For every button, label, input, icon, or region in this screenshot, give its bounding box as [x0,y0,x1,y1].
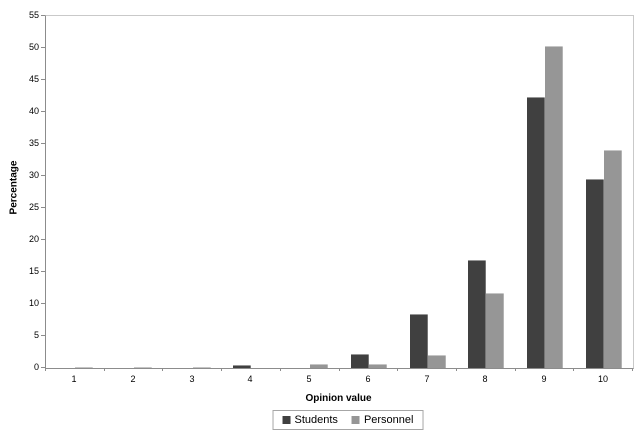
x-axis-title: Opinion value [305,393,372,404]
x-tick-mark [515,368,516,371]
x-tick-mark [632,368,633,371]
y-tick-label-30: 30 [28,170,39,180]
y-tick-mark [41,79,45,80]
y-tick-mark [41,335,45,336]
bar-students-6 [350,354,369,368]
category-group-5 [281,16,340,368]
x-tick-label-1: 1 [71,374,77,384]
x-tick-label-2: 2 [130,374,136,384]
bar-personnel-10 [603,150,622,368]
bar-personnel-9 [544,46,563,368]
bar-students-4 [233,365,252,368]
bar-personnel-2 [134,367,153,368]
y-tick-mark [41,367,45,368]
x-tick-mark [456,368,457,371]
students-swatch-icon [282,416,291,424]
bar-students-8 [468,260,487,368]
y-tick-mark [41,175,45,176]
category-group-2 [105,16,164,368]
y-tick-label-10: 10 [28,298,39,308]
category-group-9 [516,16,575,368]
legend-item-personnel: Personnel [351,414,414,426]
y-tick-label-0: 0 [33,362,39,372]
y-tick-label-40: 40 [28,106,39,116]
y-tick-label-55: 55 [28,10,39,20]
y-tick-mark [41,303,45,304]
y-tick-mark [41,239,45,240]
x-tick-label-8: 8 [482,374,488,384]
x-tick-label-7: 7 [424,374,430,384]
bar-students-9 [526,97,545,368]
y-tick-mark [41,207,45,208]
y-tick-label-15: 15 [28,266,39,276]
y-tick-label-20: 20 [28,234,39,244]
x-tick-mark [221,368,222,371]
bar-students-10 [585,179,604,368]
category-group-4 [222,16,281,368]
bars-layer [46,16,633,368]
legend-item-students: Students [282,414,338,426]
bar-personnel-7 [427,355,446,368]
x-tick-mark [397,368,398,371]
x-tick-label-6: 6 [365,374,371,384]
x-tick-mark [339,368,340,371]
y-tick-label-5: 5 [33,330,39,340]
x-tick-label-10: 10 [597,374,608,384]
category-group-3 [163,16,222,368]
category-group-8 [457,16,516,368]
y-axis-title: Percentage [8,160,20,215]
x-tick-label-3: 3 [189,374,195,384]
bar-students-7 [409,314,428,368]
x-tick-label-5: 5 [306,374,312,384]
x-tick-label-4: 4 [247,374,253,384]
bar-personnel-1 [75,367,94,368]
x-tick-mark [162,368,163,371]
y-tick-mark [41,143,45,144]
x-tick-mark [104,368,105,371]
category-group-1 [46,16,105,368]
x-tick-mark [45,368,46,371]
y-tick-label-50: 50 [28,42,39,52]
category-group-6 [340,16,399,368]
plot-area [45,15,634,369]
bar-personnel-5 [310,364,329,368]
personnel-swatch-icon [351,416,360,424]
y-tick-mark [41,15,45,16]
y-tick-mark [41,47,45,48]
bar-personnel-3 [192,367,211,368]
legend: Students Personnel [272,410,424,430]
category-group-10 [574,16,633,368]
x-tick-mark [573,368,574,371]
x-tick-label-9: 9 [541,374,547,384]
legend-label-personnel: Personnel [363,414,414,426]
y-tick-label-45: 45 [28,74,39,84]
y-tick-mark [41,111,45,112]
category-group-7 [398,16,457,368]
bar-personnel-8 [486,293,505,368]
y-tick-mark [41,271,45,272]
y-tick-label-35: 35 [28,138,39,148]
bar-personnel-6 [368,364,387,368]
legend-label-students: Students [294,414,338,426]
x-tick-mark [280,368,281,371]
y-tick-label-25: 25 [28,202,39,212]
